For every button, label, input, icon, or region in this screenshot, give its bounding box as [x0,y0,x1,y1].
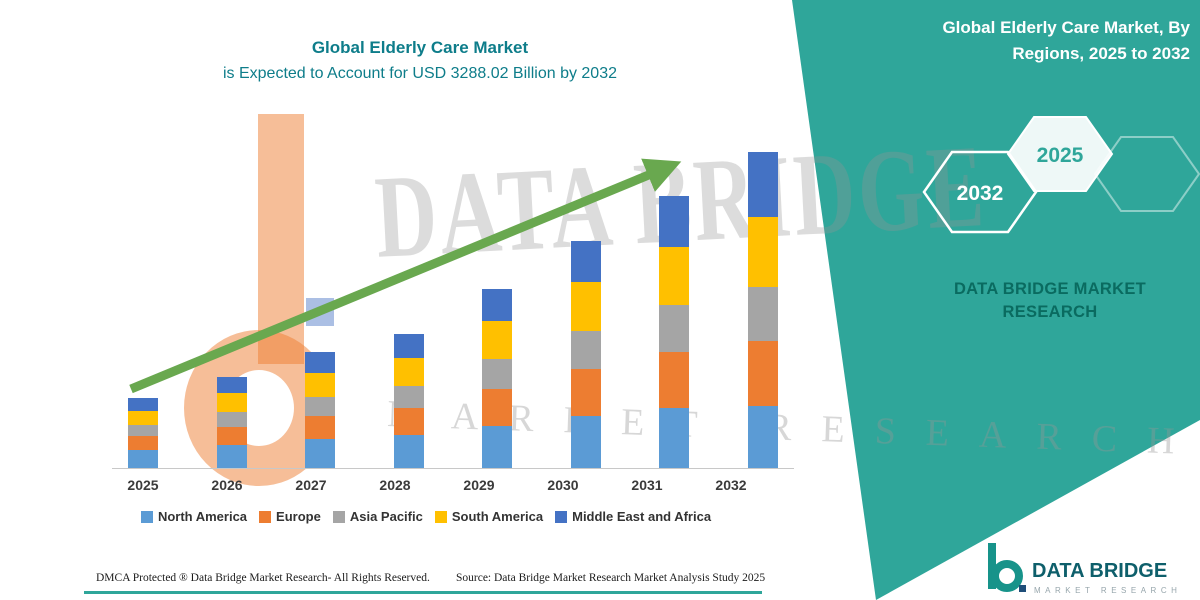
legend: North America Europe Asia Pacific South Ame… [88,509,764,524]
bar-segment-2031 [659,304,690,352]
legend-swatch [434,510,447,523]
bar-segment-2031 [659,407,690,468]
right-panel-title-line2: Regions, 2025 to 2032 [1012,44,1190,64]
bar-segment-2025 [128,425,158,436]
footer-source: Source: Data Bridge Market Research Mark… [456,572,766,584]
bar-segment-2027 [305,372,336,398]
x-tick-2032: 2032 [715,477,747,493]
right-panel-title-line1: Global Elderly Care Market, By [942,18,1190,37]
hexagon-2025-label: 2025 [1037,144,1084,167]
bar-segment-2030 [570,330,601,370]
bar-segment-2032 [747,405,778,468]
legend-label: Asia Pacific [349,509,423,524]
bar-2030 [570,240,601,468]
hexagon-badges: 2032 2025 [922,116,1200,234]
bar-segment-2029 [482,389,513,426]
bar-segment-2027 [305,397,336,416]
bar-2029 [482,288,513,468]
bar-segment-2030 [570,415,601,468]
legend-swatch [140,510,153,523]
bar-2031 [659,196,690,468]
legend-label: Europe [276,509,321,524]
brand-name-block: DATA BRIDGE MARKET RESEARCH [928,278,1172,324]
legend-item: North America [140,509,248,524]
bar-2025 [128,397,158,468]
bar-segment-2026 [216,412,247,427]
hexagon-2032-label: 2032 [957,182,1004,205]
bar-segment-2029 [482,288,513,322]
logo-subtitle: MARKET RESEARCH [1034,586,1181,595]
bar-segment-2032 [747,152,778,217]
x-tick-2028: 2028 [379,477,411,493]
hexagon-faint [1093,136,1200,212]
bar-segment-2028 [393,386,424,408]
chart-title-line1: Global Elderly Care Market [311,38,529,57]
bar-segment-2025 [128,449,158,468]
x-tick-2029: 2029 [463,477,495,493]
bar-2027 [305,351,336,468]
bar-segment-2031 [659,247,690,305]
x-tick-2030: 2030 [547,477,579,493]
bar-segment-2027 [305,439,336,468]
bar-segment-2028 [393,333,424,358]
legend-label: South America [451,509,544,524]
legend-swatch [259,510,272,523]
logo-name: DATA BRIDGE [1032,560,1167,582]
bar-segment-2026 [216,445,247,468]
x-tick-2031: 2031 [631,477,663,493]
x-tick-2025: 2025 [127,477,159,493]
legend-swatch [332,510,345,523]
legend-item: Asia Pacific [332,509,423,524]
bar-2028 [393,333,424,468]
bar-segment-2031 [659,196,690,248]
bar-segment-2027 [305,351,336,373]
bar-segment-2028 [393,435,424,468]
bar-segment-2032 [747,216,778,287]
bar-segment-2026 [216,426,247,445]
chart-title: Global Elderly Care Market is Expected t… [150,38,690,83]
bar-segment-2029 [482,359,513,390]
databridge-logo: DATA BRIDGE MARKET RESEARCH [980,540,1200,600]
bar-segment-2030 [570,240,601,283]
legend-label: North America [157,509,248,524]
bar-segment-2025 [128,397,158,411]
right-panel-title: Global Elderly Care Market, By Regions, … [856,15,1190,68]
bar-segment-2026 [216,393,247,413]
x-tick-2026: 2026 [211,477,243,493]
bar-segment-2027 [305,415,336,440]
x-axis-ticks: 2025 2026 2027 2028 2029 2030 2031 2032 [112,477,762,493]
hexagon-2025 [1006,116,1114,192]
x-tick-2027: 2027 [295,477,327,493]
bar-segment-2028 [393,407,424,436]
plot-area [112,132,794,469]
bar-segment-2032 [747,286,778,342]
bar-segment-2026 [216,376,247,394]
legend-label: Middle East and Africa [572,509,712,524]
legend-item: Europe [259,509,321,524]
legend-item: Middle East and Africa [555,509,711,524]
legend-swatch [555,510,568,523]
brand-line2: RESEARCH [1002,303,1098,322]
bar-segment-2030 [570,369,601,416]
brand-line1: DATA BRIDGE MARKET [953,280,1147,298]
footer-dmca: DMCA Protected ® Data Bridge Market Rese… [96,572,430,584]
databridge-logo-icon [988,543,1026,592]
bar-segment-2025 [128,410,158,426]
bar-2032 [747,152,778,468]
bar-segment-2029 [482,321,513,360]
bar-segment-2032 [747,341,778,406]
legend-item: South America [434,509,544,524]
bar-2026 [216,376,247,468]
bar-segment-2030 [570,282,601,331]
chart-title-line2: is Expected to Account for USD 3288.02 B… [222,65,617,82]
bar-segment-2029 [482,425,513,468]
bar-segment-2025 [128,435,158,450]
footer-divider [84,591,762,594]
bar-segment-2031 [659,351,690,408]
bar-segment-2028 [393,357,424,387]
